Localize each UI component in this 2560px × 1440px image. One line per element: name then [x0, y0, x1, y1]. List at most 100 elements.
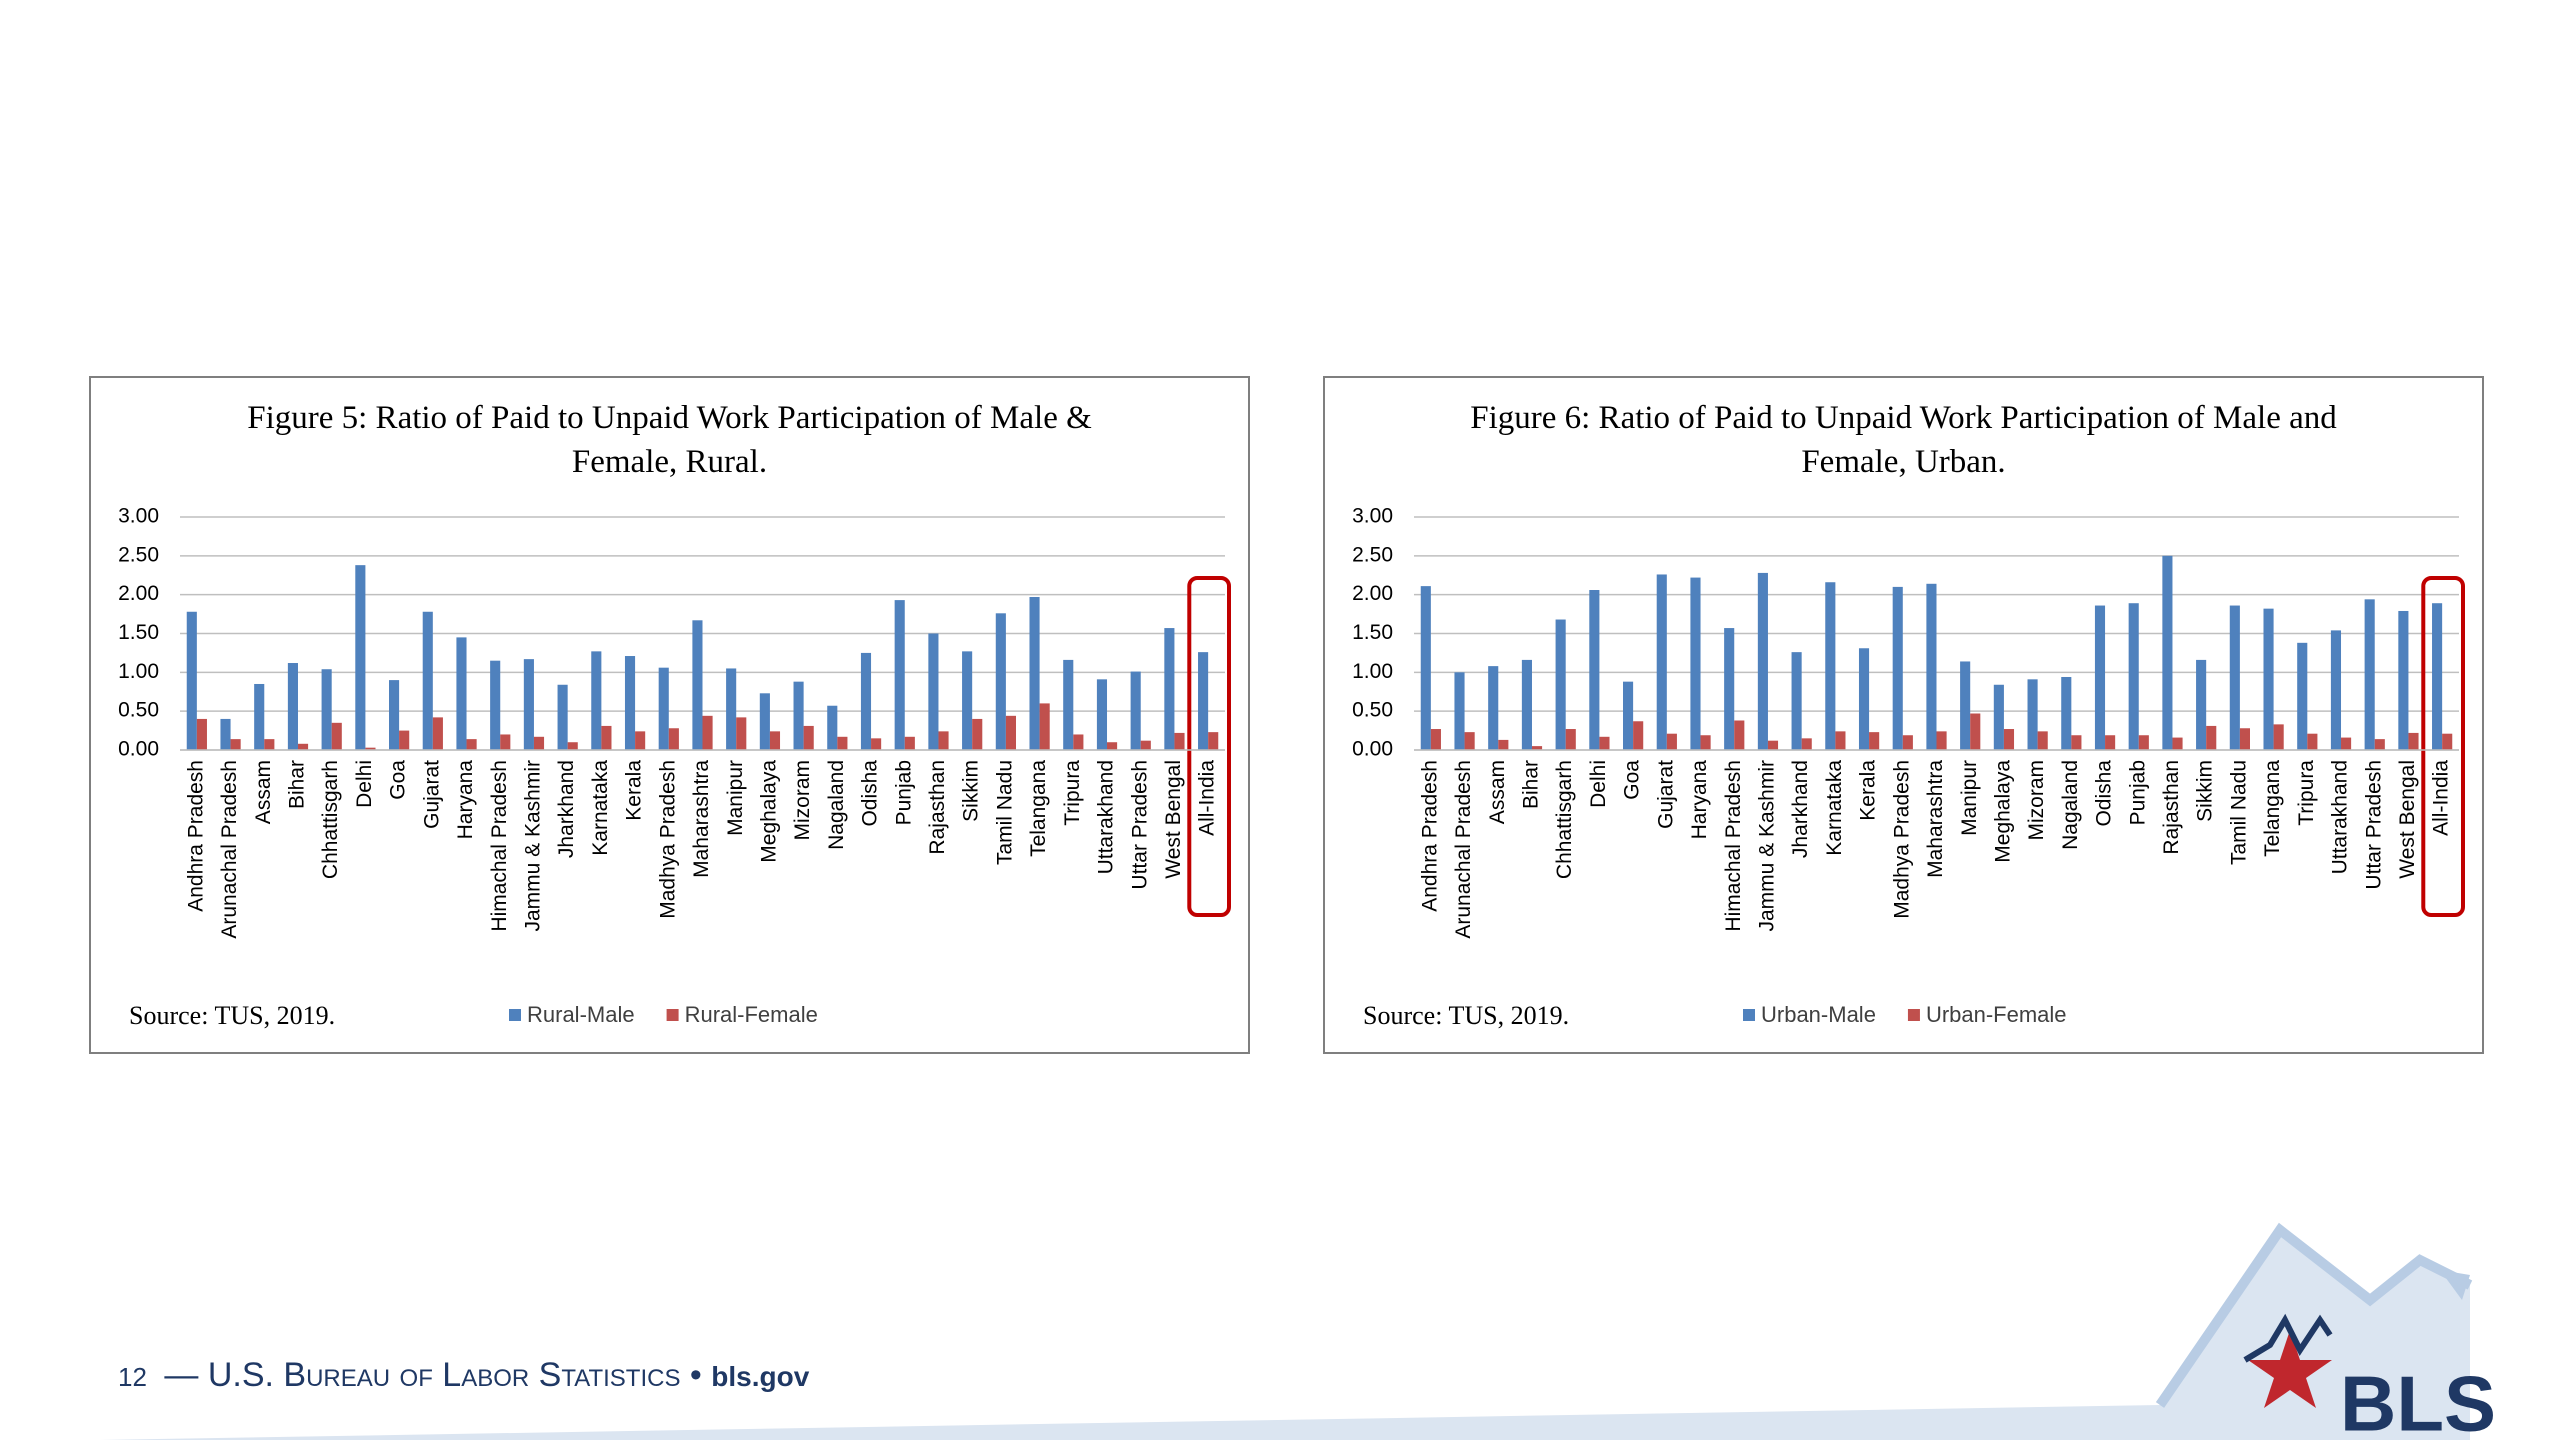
x-tick-label: Delhi — [1587, 760, 1610, 808]
bar — [1858, 648, 1870, 750]
bar — [1835, 731, 1846, 750]
bar — [1690, 577, 1701, 750]
bar — [1993, 684, 2004, 750]
bar — [1970, 713, 1981, 750]
bar — [2398, 610, 2409, 750]
x-tick-label: West Bengal — [2396, 760, 2419, 879]
x-tick-label: Uttar Pradesh — [1128, 760, 1151, 890]
x-tick-label: Uttar Pradesh — [2362, 760, 2385, 890]
x-tick-label: West Bengal — [1162, 760, 1185, 879]
bar — [2229, 605, 2240, 750]
bar — [2432, 603, 2443, 750]
chart: 0.00 0.50 1.00 1.50 2.00 2.50 3.00 Andhra Prade… — [118, 505, 1231, 1030]
x-tick-label: Uttarakhand — [2329, 760, 2352, 874]
x-tick-label: Chhattisgarh — [1553, 760, 1576, 879]
x-tick-label: Jharkhand — [555, 760, 578, 858]
bar — [220, 718, 231, 750]
bar — [2037, 731, 2048, 750]
x-tick-label: Himachal Pradesh — [488, 760, 511, 932]
bar — [2003, 729, 2015, 750]
separator: — — [164, 1356, 199, 1394]
x-tick-label: Bihar — [286, 760, 309, 809]
x-tick-label: Goa — [387, 760, 410, 800]
organization: U.S. Bureau of Labor Statistics — [207, 1356, 681, 1394]
bar — [962, 651, 973, 750]
x-tick-label: Punjab — [892, 760, 915, 825]
x-tick-label: Assam — [1486, 760, 1509, 824]
x-tick-label: Andhra Pradesh — [1418, 760, 1441, 912]
bar — [456, 637, 467, 750]
bar — [2172, 737, 2183, 750]
bar — [1724, 628, 1735, 750]
y-tick-label: 1.50 — [1352, 621, 1393, 644]
bar — [355, 565, 366, 750]
chart-title: Figure 5: Ratio of Paid to Unpaid Work P… — [247, 400, 1092, 480]
bar — [2027, 679, 2038, 750]
bar — [1700, 735, 1711, 750]
legend-swatch — [1907, 1009, 1920, 1021]
x-tick-label: Mizoram — [791, 760, 814, 841]
bar — [2162, 555, 2173, 750]
bar — [490, 660, 501, 750]
bar — [1960, 661, 1971, 750]
y-tick-label: 2.50 — [118, 543, 159, 566]
bar — [803, 725, 814, 750]
arrow-head — [2440, 1270, 2470, 1300]
bar — [928, 633, 939, 750]
x-tick-label: Nagaland — [2059, 760, 2082, 850]
x-tick-label: Tamil Nadu — [2227, 760, 2250, 865]
x-tick-label: Madhya Pradesh — [1890, 760, 1913, 919]
bar — [2263, 608, 2274, 750]
x-tick-label: Tamil Nadu — [993, 760, 1016, 865]
bar — [533, 736, 545, 750]
x-tick-label: All-India — [1196, 760, 1219, 836]
bar — [1005, 715, 1016, 750]
bar — [668, 728, 679, 750]
bar — [523, 659, 534, 750]
bar — [1869, 732, 1880, 750]
x-tick-label: Gujarat — [420, 760, 443, 829]
bar — [557, 684, 568, 750]
bar — [1656, 574, 1667, 750]
y-tick-label: 0.00 — [1352, 738, 1393, 761]
bar — [1555, 619, 1566, 750]
bar — [702, 715, 713, 750]
x-tick-label: Tripura — [2295, 760, 2318, 826]
bar — [894, 600, 905, 750]
bar — [1096, 679, 1108, 750]
x-tick-label: Andhra Pradesh — [184, 760, 207, 912]
x-tick-label: Gujarat — [1654, 760, 1677, 829]
bar — [1926, 583, 1937, 750]
legend-swatch — [666, 1009, 679, 1021]
logo-text: BLS — [2340, 1360, 2496, 1440]
bar — [1164, 628, 1175, 750]
logo-line — [2243, 1313, 2333, 1363]
bar — [1757, 572, 1768, 750]
bar — [1130, 671, 1141, 750]
x-tick-label: Tripura — [1061, 760, 1084, 826]
bar — [759, 693, 770, 750]
page-number: 12 — [118, 1362, 147, 1392]
x-tick-label: Himachal Pradesh — [1722, 760, 1745, 932]
x-tick-label: Jharkhand — [1789, 760, 1812, 858]
y-tick-label: 0.00 — [118, 738, 159, 761]
bar — [658, 667, 669, 750]
y-tick-label: 0.50 — [118, 699, 159, 722]
bar — [1107, 742, 1118, 750]
chart-panel: Figure 6: Ratio of Paid to Unpaid Work P… — [1323, 376, 2484, 1054]
bar — [2206, 725, 2217, 750]
legend-label: Rural-Male — [527, 1002, 635, 1027]
y-tick-label: 1.00 — [1352, 660, 1393, 683]
bar — [264, 739, 275, 750]
x-tick-label: All-India — [2430, 760, 2453, 836]
bar — [1488, 666, 1499, 750]
bar — [1633, 721, 1644, 750]
x-tick-label: Uttarakhand — [1095, 760, 1118, 874]
y-tick-label: 3.00 — [1352, 505, 1393, 528]
x-tick-label: Kerala — [1857, 760, 1880, 821]
y-tick-label: 2.00 — [118, 582, 159, 605]
x-tick-label: Manipur — [1958, 760, 1981, 836]
x-tick-label: Rajasthan — [926, 760, 949, 855]
